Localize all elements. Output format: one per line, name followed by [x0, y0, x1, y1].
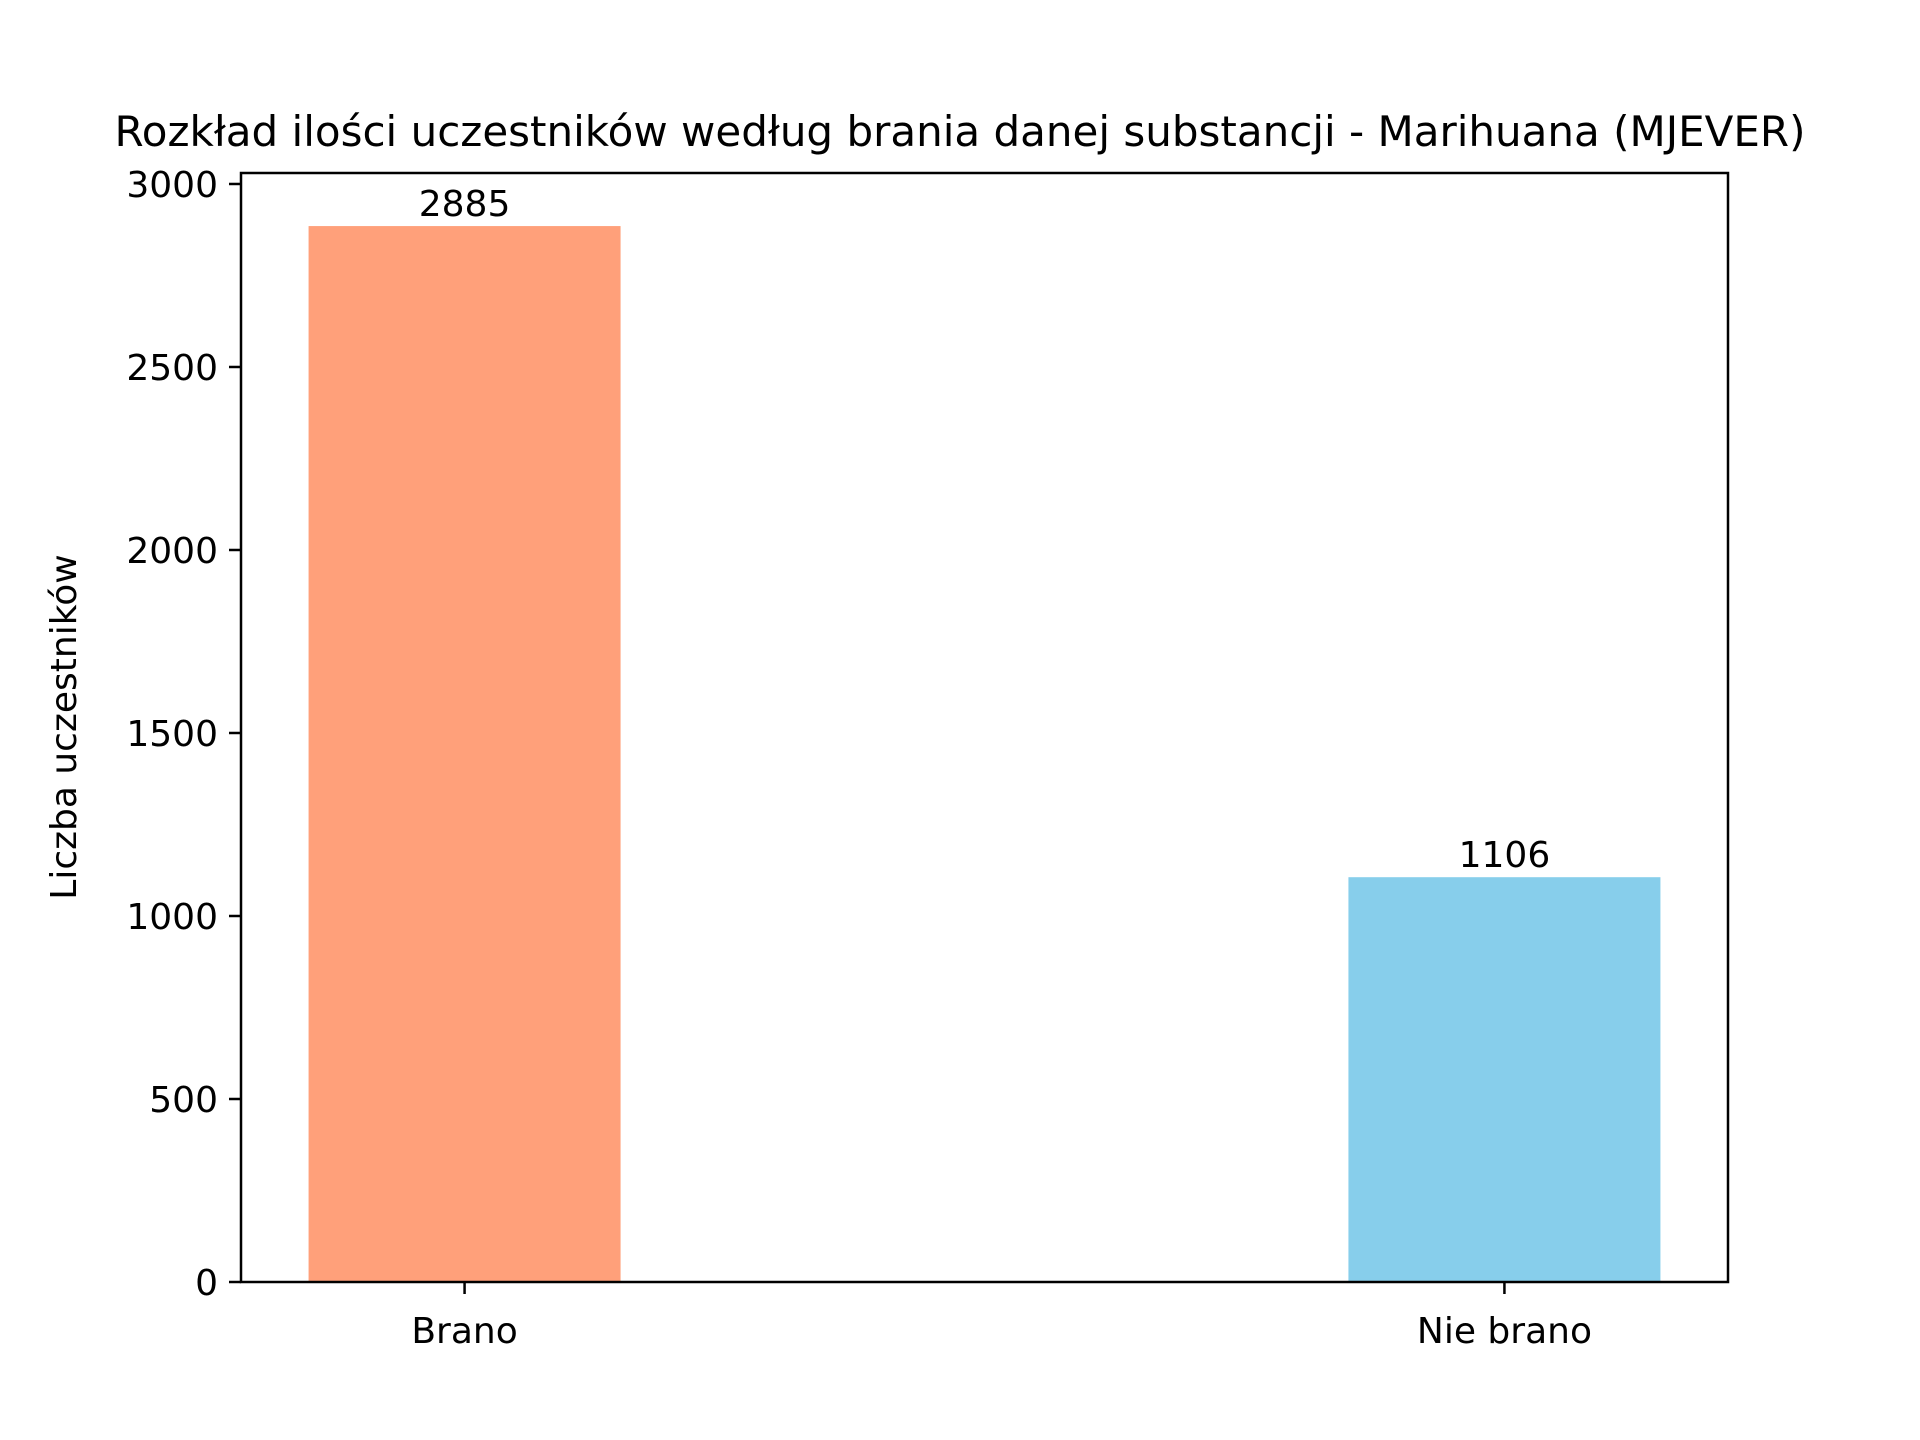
data-labels-group: 2885 1106	[419, 184, 1550, 876]
bars-group	[308, 226, 1661, 1283]
y-axis-label: Liczba uczestników	[44, 554, 85, 899]
bar	[1348, 877, 1661, 1282]
y-tick-label: 2500	[126, 348, 218, 389]
x-tick-label: Nie brano	[1417, 1311, 1592, 1352]
y-tick-label: 500	[149, 1080, 218, 1121]
bar	[308, 226, 621, 1283]
plot-area-frame	[239, 171, 1730, 1284]
y-tick-label: 3000	[126, 165, 218, 206]
y-axis: 0 500 1000 1500 2000 2500 3000	[126, 165, 241, 1304]
chart-title: Rozkład ilości uczestników według brania…	[115, 107, 1806, 156]
y-tick-label: 1500	[126, 714, 218, 755]
y-tick-label: 0	[195, 1263, 218, 1304]
x-axis: Brano Nie brano	[411, 1282, 1592, 1352]
data-label: 2885	[419, 184, 511, 225]
x-tick-label: Brano	[411, 1311, 517, 1352]
data-label: 1106	[1459, 835, 1551, 876]
y-tick-label: 1000	[126, 897, 218, 938]
y-tick-label: 2000	[126, 531, 218, 572]
